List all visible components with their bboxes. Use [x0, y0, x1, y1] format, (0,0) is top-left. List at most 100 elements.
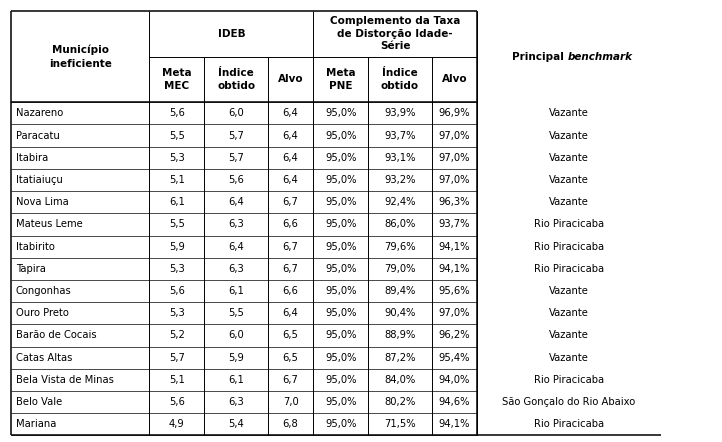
Text: Catas Altas: Catas Altas	[16, 353, 72, 362]
Text: São Gonçalo do Rio Abaixo: São Gonçalo do Rio Abaixo	[503, 397, 635, 407]
Text: 95,0%: 95,0%	[325, 175, 357, 185]
Text: 5,3: 5,3	[169, 308, 185, 318]
Text: 6,7: 6,7	[283, 242, 298, 251]
Text: 5,6: 5,6	[228, 175, 244, 185]
Text: 6,1: 6,1	[228, 286, 244, 296]
Text: Vazante: Vazante	[549, 130, 589, 141]
Text: 5,3: 5,3	[169, 153, 185, 163]
Text: 95,0%: 95,0%	[325, 242, 357, 251]
Text: 95,0%: 95,0%	[325, 108, 357, 118]
Text: Rio Piracicaba: Rio Piracicaba	[534, 242, 604, 251]
Text: Vazante: Vazante	[549, 108, 589, 118]
Text: Itatiaiuçu: Itatiaiuçu	[16, 175, 63, 185]
Text: Ouro Preto: Ouro Preto	[16, 308, 69, 318]
Text: 5,1: 5,1	[169, 375, 185, 385]
Text: Rio Piracicaba: Rio Piracicaba	[534, 264, 604, 274]
Text: 96,2%: 96,2%	[439, 331, 470, 340]
Text: 96,3%: 96,3%	[439, 197, 470, 207]
Text: 6,8: 6,8	[283, 419, 298, 429]
Text: 5,6: 5,6	[169, 397, 185, 407]
Text: IDEB: IDEB	[217, 29, 245, 39]
Text: Nazareno: Nazareno	[16, 108, 63, 118]
Text: 94,1%: 94,1%	[439, 242, 470, 251]
Text: 6,5: 6,5	[283, 331, 298, 340]
Text: Rio Piracicaba: Rio Piracicaba	[534, 375, 604, 385]
Text: Rio Piracicaba: Rio Piracicaba	[534, 219, 604, 229]
Text: 5,1: 5,1	[169, 175, 185, 185]
Text: Vazante: Vazante	[549, 331, 589, 340]
Text: 6,4: 6,4	[228, 197, 244, 207]
Text: Meta
MEC: Meta MEC	[162, 68, 192, 91]
Text: 94,6%: 94,6%	[439, 397, 470, 407]
Text: Rio Piracicaba: Rio Piracicaba	[534, 419, 604, 429]
Text: Barão de Cocais: Barão de Cocais	[16, 331, 97, 340]
Text: 6,1: 6,1	[228, 375, 244, 385]
Text: 6,1: 6,1	[169, 197, 185, 207]
Text: 90,4%: 90,4%	[384, 308, 416, 318]
Text: Itabirito: Itabirito	[16, 242, 55, 251]
Text: 6,7: 6,7	[283, 264, 298, 274]
Text: 5,7: 5,7	[228, 130, 244, 141]
Text: 6,4: 6,4	[283, 108, 298, 118]
Text: 97,0%: 97,0%	[439, 130, 470, 141]
Text: Paracatu: Paracatu	[16, 130, 60, 141]
Text: 97,0%: 97,0%	[439, 153, 470, 163]
Text: 97,0%: 97,0%	[439, 175, 470, 185]
Text: 6,3: 6,3	[228, 219, 244, 229]
Text: 89,4%: 89,4%	[384, 286, 416, 296]
Text: 95,0%: 95,0%	[325, 197, 357, 207]
Text: 88,9%: 88,9%	[384, 331, 416, 340]
Text: 6,0: 6,0	[228, 331, 244, 340]
Text: 5,4: 5,4	[228, 419, 244, 429]
Text: 95,0%: 95,0%	[325, 130, 357, 141]
Text: benchmark: benchmark	[567, 52, 632, 62]
Text: Vazante: Vazante	[549, 353, 589, 362]
Text: 6,3: 6,3	[228, 397, 244, 407]
Text: 6,0: 6,0	[228, 108, 244, 118]
Text: 5,9: 5,9	[228, 353, 244, 362]
Text: Tapira: Tapira	[16, 264, 45, 274]
Text: 6,3: 6,3	[228, 264, 244, 274]
Text: 95,0%: 95,0%	[325, 353, 357, 362]
Text: Vazante: Vazante	[549, 197, 589, 207]
Text: 87,2%: 87,2%	[384, 353, 416, 362]
Text: 6,4: 6,4	[283, 175, 298, 185]
Text: 94,0%: 94,0%	[439, 375, 470, 385]
Text: 5,7: 5,7	[169, 353, 185, 362]
Text: 5,5: 5,5	[169, 219, 185, 229]
Text: 5,9: 5,9	[169, 242, 185, 251]
Text: 6,6: 6,6	[283, 219, 298, 229]
Text: 93,9%: 93,9%	[384, 108, 416, 118]
Text: Vazante: Vazante	[549, 286, 589, 296]
Text: 86,0%: 86,0%	[384, 219, 416, 229]
Text: Bela Vista de Minas: Bela Vista de Minas	[16, 375, 114, 385]
Text: Congonhas: Congonhas	[16, 286, 71, 296]
Text: 95,0%: 95,0%	[325, 286, 357, 296]
Text: 7,0: 7,0	[283, 397, 298, 407]
Text: Nova Lima: Nova Lima	[16, 197, 69, 207]
Text: 5,3: 5,3	[169, 264, 185, 274]
Text: 95,0%: 95,0%	[325, 331, 357, 340]
Text: Vazante: Vazante	[549, 175, 589, 185]
Text: 97,0%: 97,0%	[439, 308, 470, 318]
Text: 4,9: 4,9	[169, 419, 185, 429]
Text: 6,6: 6,6	[283, 286, 298, 296]
Text: Município
ineficiente: Município ineficiente	[48, 45, 112, 69]
Text: Vazante: Vazante	[549, 308, 589, 318]
Text: 5,7: 5,7	[228, 153, 244, 163]
Text: 6,4: 6,4	[283, 130, 298, 141]
Text: 6,4: 6,4	[228, 242, 244, 251]
Text: 95,0%: 95,0%	[325, 397, 357, 407]
Text: Alvo: Alvo	[278, 74, 303, 84]
Text: 79,0%: 79,0%	[384, 264, 416, 274]
Text: 84,0%: 84,0%	[384, 375, 416, 385]
Text: 5,5: 5,5	[169, 130, 185, 141]
Text: 6,7: 6,7	[283, 375, 298, 385]
Text: Índice
obtido: Índice obtido	[381, 68, 419, 91]
Text: 94,1%: 94,1%	[439, 264, 470, 274]
Text: Complemento da Taxa
de Distorção Idade-
Série: Complemento da Taxa de Distorção Idade- …	[330, 16, 461, 51]
Text: Belo Vale: Belo Vale	[16, 397, 62, 407]
Text: Principal: Principal	[512, 52, 567, 62]
Text: Meta
PNE: Meta PNE	[326, 68, 356, 91]
Text: 95,0%: 95,0%	[325, 264, 357, 274]
